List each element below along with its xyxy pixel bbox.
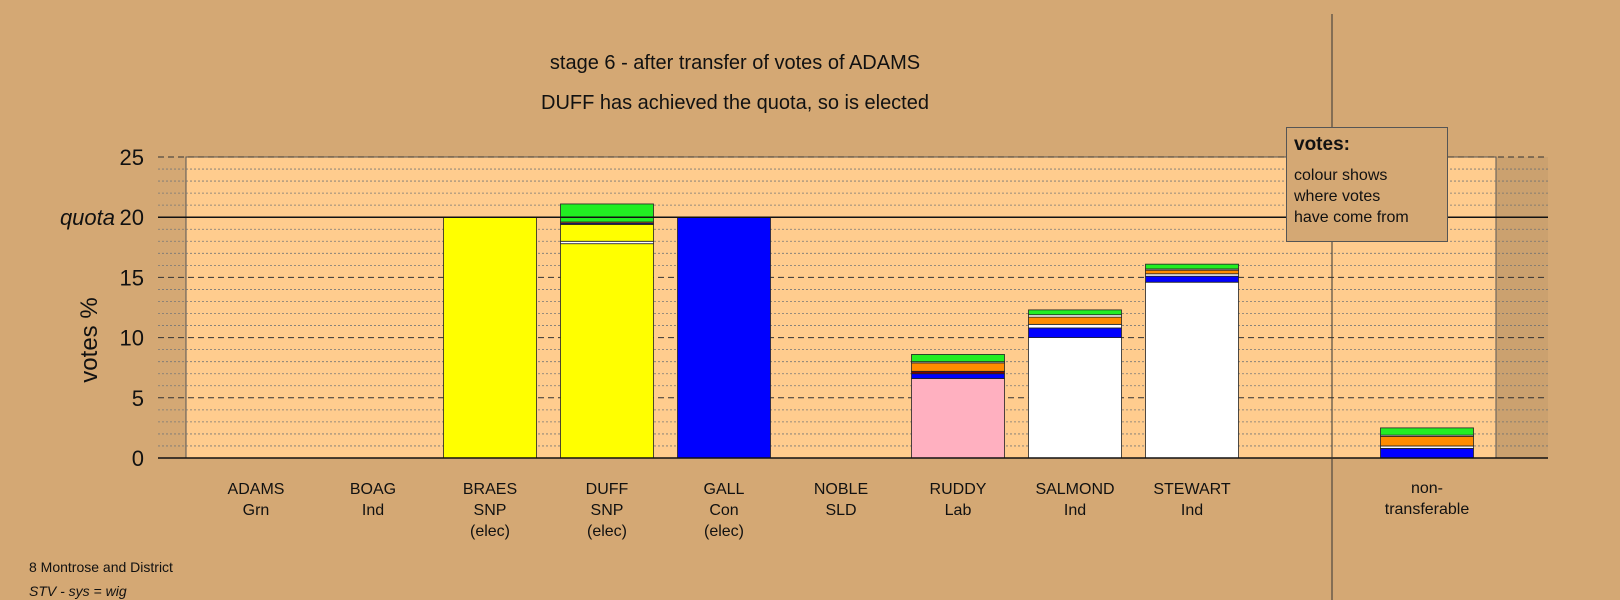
bar-ruddy-segment — [911, 378, 1005, 459]
nontransferable-label: non- — [1411, 480, 1443, 497]
candidate-party-label: SNP — [591, 502, 624, 519]
bar-duff-segment — [560, 203, 654, 223]
system-label: STV - sys = wig — [29, 583, 127, 599]
legend-text-line: colour shows — [1294, 167, 1388, 184]
bar-salmond-segment — [1028, 316, 1122, 325]
bar-nontransferable-segment — [1380, 427, 1474, 436]
y-tick-label: 10 — [120, 326, 144, 351]
y-tick-label: 15 — [120, 265, 144, 290]
bar-duff-segment — [560, 243, 654, 459]
bar-nontransferable-segment — [1380, 447, 1474, 459]
candidate-name-label: BRAES — [463, 481, 517, 498]
bar-salmond-segment — [1028, 323, 1122, 329]
bar-duff-segment — [560, 224, 654, 242]
y-axis-label: votes % — [76, 297, 103, 382]
y-tick-label: 20 — [120, 205, 144, 230]
legend-title: votes: — [1294, 134, 1350, 155]
candidate-party-label: Grn — [243, 502, 270, 519]
bar-ruddy-segment — [911, 362, 1005, 372]
candidate-party-label: Lab — [945, 502, 972, 519]
candidate-status-label: (elec) — [587, 523, 627, 540]
y-tick-label: 25 — [120, 145, 144, 170]
bar-stewart-segment — [1145, 263, 1239, 270]
candidate-status-label: (elec) — [704, 523, 744, 540]
y-tick-label: 5 — [132, 386, 144, 411]
chart-subtitle: DUFF has achieved the quota, so is elect… — [541, 92, 929, 114]
candidate-party-label: Con — [709, 502, 738, 519]
bar-ruddy-segment — [911, 354, 1005, 363]
plot-margin-shade — [1497, 157, 1548, 458]
bar-ruddy-segment — [911, 373, 1005, 379]
bar-nontransferable-segment — [1380, 435, 1474, 447]
y-tick-label: 0 — [132, 446, 144, 471]
bar-gall-segment — [677, 216, 771, 459]
bar-stewart-segment — [1145, 281, 1239, 459]
candidate-status-label: (elec) — [470, 523, 510, 540]
nontransferable-label: transferable — [1385, 501, 1470, 518]
plot-area — [185, 156, 1497, 459]
chart-title: stage 6 - after transfer of votes of ADA… — [549, 52, 921, 74]
candidate-name-label: BOAG — [350, 481, 396, 498]
candidate-party-label: SNP — [474, 502, 507, 519]
bar-braes-segment — [443, 216, 537, 459]
candidate-party-label: Ind — [1064, 502, 1086, 519]
legend-box: votes: colour shows where votes have com… — [1286, 127, 1448, 242]
bar-salmond-segment — [1028, 309, 1122, 316]
bar-stewart-segment — [1145, 269, 1239, 275]
candidate-name-label: ADAMS — [228, 481, 285, 498]
candidate-name-label: DUFF — [586, 481, 629, 498]
legend-text-line: have come from — [1294, 209, 1409, 226]
candidate-name-label: NOBLE — [814, 481, 868, 498]
candidate-party-label: Ind — [1181, 502, 1203, 519]
candidate-name-label: RUDDY — [930, 481, 987, 498]
constituency-label: 8 Montrose and District — [29, 559, 173, 575]
bar-stewart-segment — [1145, 275, 1239, 283]
candidate-name-label: STEWART — [1153, 481, 1231, 498]
candidate-name-label: SALMOND — [1035, 481, 1114, 498]
quota-label: quota — [60, 205, 115, 230]
legend-text-line: where votes — [1294, 188, 1381, 205]
bar-salmond-segment — [1028, 327, 1122, 338]
candidate-party-label: Ind — [362, 502, 384, 519]
candidate-name-label: GALL — [704, 481, 745, 498]
bar-salmond-segment — [1028, 337, 1122, 459]
candidate-party-label: SLD — [825, 502, 856, 519]
